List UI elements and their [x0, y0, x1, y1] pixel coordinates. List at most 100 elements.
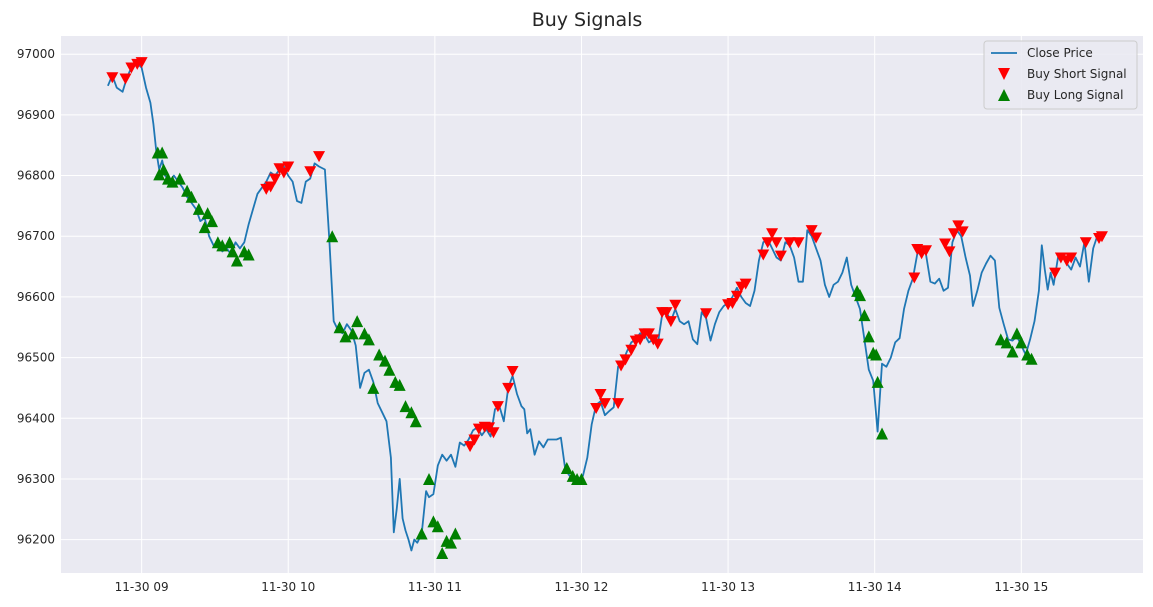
buy-long-marker	[373, 348, 386, 361]
buy-long-marker	[351, 315, 364, 328]
buy-short-marker	[1054, 252, 1067, 264]
buy-long-marker	[560, 462, 573, 475]
buy-short-marker	[590, 402, 603, 414]
buy-short-marker	[664, 316, 677, 328]
buy-long-marker	[198, 221, 211, 234]
buy-short-marker	[1049, 267, 1062, 279]
y-tick-label: 96900	[17, 108, 55, 122]
buy-long-marker	[405, 406, 418, 419]
y-tick-label: 97000	[17, 47, 55, 61]
buy-long-marker	[854, 289, 867, 302]
buy-short-marker	[757, 249, 770, 261]
buy-short-marker	[651, 338, 664, 350]
buy-long-marker	[399, 400, 412, 413]
buy-long-marker	[192, 202, 205, 215]
buy-short-marker	[119, 73, 132, 85]
buy-short-marker	[920, 245, 933, 257]
buy-long-marker	[185, 190, 198, 203]
y-tick-label: 96200	[17, 533, 55, 547]
buy-short-marker	[269, 173, 282, 185]
plot-area	[61, 36, 1143, 573]
buy-long-marker	[242, 248, 255, 261]
buy-long-marker	[876, 427, 889, 440]
buy-short-marker	[1065, 252, 1078, 264]
buy-short-marker	[1079, 237, 1092, 249]
buy-long-marker	[367, 381, 380, 394]
y-tick-label: 96500	[17, 351, 55, 365]
x-tick-label: 11-30 12	[554, 580, 608, 594]
buy-short-marker	[952, 220, 965, 232]
y-tick-label: 96300	[17, 472, 55, 486]
buy-long-marker	[333, 321, 346, 334]
buy-long-marker	[156, 146, 169, 159]
buy-short-signal-series	[106, 57, 1108, 453]
buy-short-marker	[810, 232, 823, 244]
buy-short-marker	[491, 401, 504, 413]
buy-short-marker	[506, 365, 519, 377]
buy-long-marker	[362, 333, 375, 346]
buy-short-marker	[761, 237, 774, 249]
buy-short-marker	[135, 57, 148, 69]
legend-label-buy-long: Buy Long Signal	[1027, 88, 1123, 102]
buy-long-marker	[216, 239, 229, 252]
buy-short-marker	[792, 237, 805, 249]
buy-short-marker	[774, 250, 787, 262]
buy-short-marker	[700, 308, 713, 320]
buy-long-marker	[870, 348, 883, 361]
chart-title: Buy Signals	[532, 9, 643, 31]
buy-short-marker	[625, 344, 638, 356]
legend-label-close-price: Close Price	[1027, 46, 1093, 60]
buy-short-marker	[313, 151, 326, 163]
buy-short-marker	[939, 238, 952, 250]
legend-long-marker-icon	[998, 89, 1010, 101]
buy-long-marker	[858, 309, 871, 322]
grid-lines	[61, 36, 1143, 573]
buy-short-marker	[282, 161, 295, 173]
buy-short-marker	[634, 334, 647, 346]
buy-short-marker	[805, 225, 818, 237]
y-axis-tick-labels: 96200 96300 96400 96500 96600 96700 96800 96900…	[17, 47, 55, 546]
buy-short-marker	[502, 382, 515, 394]
buy-short-marker	[669, 299, 682, 311]
buy-long-marker	[166, 175, 179, 188]
buy-long-marker	[1010, 327, 1023, 340]
buy-long-marker	[201, 207, 214, 220]
x-tick-label: 11-30 14	[848, 580, 902, 594]
buy-long-marker	[326, 230, 339, 243]
legend-box	[983, 40, 1138, 110]
buy-short-marker	[277, 167, 290, 179]
buy-long-marker	[230, 254, 243, 267]
buy-long-marker	[862, 330, 875, 343]
buy-long-marker	[575, 472, 588, 485]
legend: Close Price Buy Short Signal Buy Long Si…	[983, 40, 1138, 110]
buy-short-marker	[947, 228, 960, 240]
buy-short-marker	[598, 398, 611, 410]
buy-short-marker	[908, 272, 921, 284]
buy-short-marker	[642, 328, 655, 340]
buy-short-marker	[1095, 231, 1108, 243]
buy-long-marker	[436, 546, 449, 559]
buy-short-marker	[956, 226, 969, 238]
buy-long-marker	[1015, 336, 1028, 349]
buy-short-marker	[770, 237, 783, 249]
buy-long-marker	[1025, 352, 1038, 365]
x-tick-label: 11-30 11	[408, 580, 462, 594]
buy-short-marker	[783, 237, 796, 249]
buy-long-signal-series	[151, 146, 1038, 559]
buy-short-marker	[726, 297, 739, 309]
buy-long-marker	[226, 245, 239, 258]
y-tick-label: 96400	[17, 411, 55, 425]
buy-long-marker	[444, 536, 457, 549]
buy-short-marker	[739, 278, 752, 290]
buy-short-marker	[943, 246, 956, 258]
buy-long-marker	[383, 363, 396, 376]
buy-short-marker	[125, 62, 138, 74]
buy-long-marker	[173, 172, 186, 185]
x-axis-tick-labels: 11-30 09 11-30 10 11-30 11 11-30 12 11-30 13…	[115, 580, 1049, 594]
buy-short-marker	[304, 166, 317, 178]
buy-short-marker	[464, 441, 477, 453]
buy-short-marker	[766, 228, 779, 240]
buy-short-marker	[264, 181, 277, 193]
x-tick-label: 11-30 09	[115, 580, 169, 594]
